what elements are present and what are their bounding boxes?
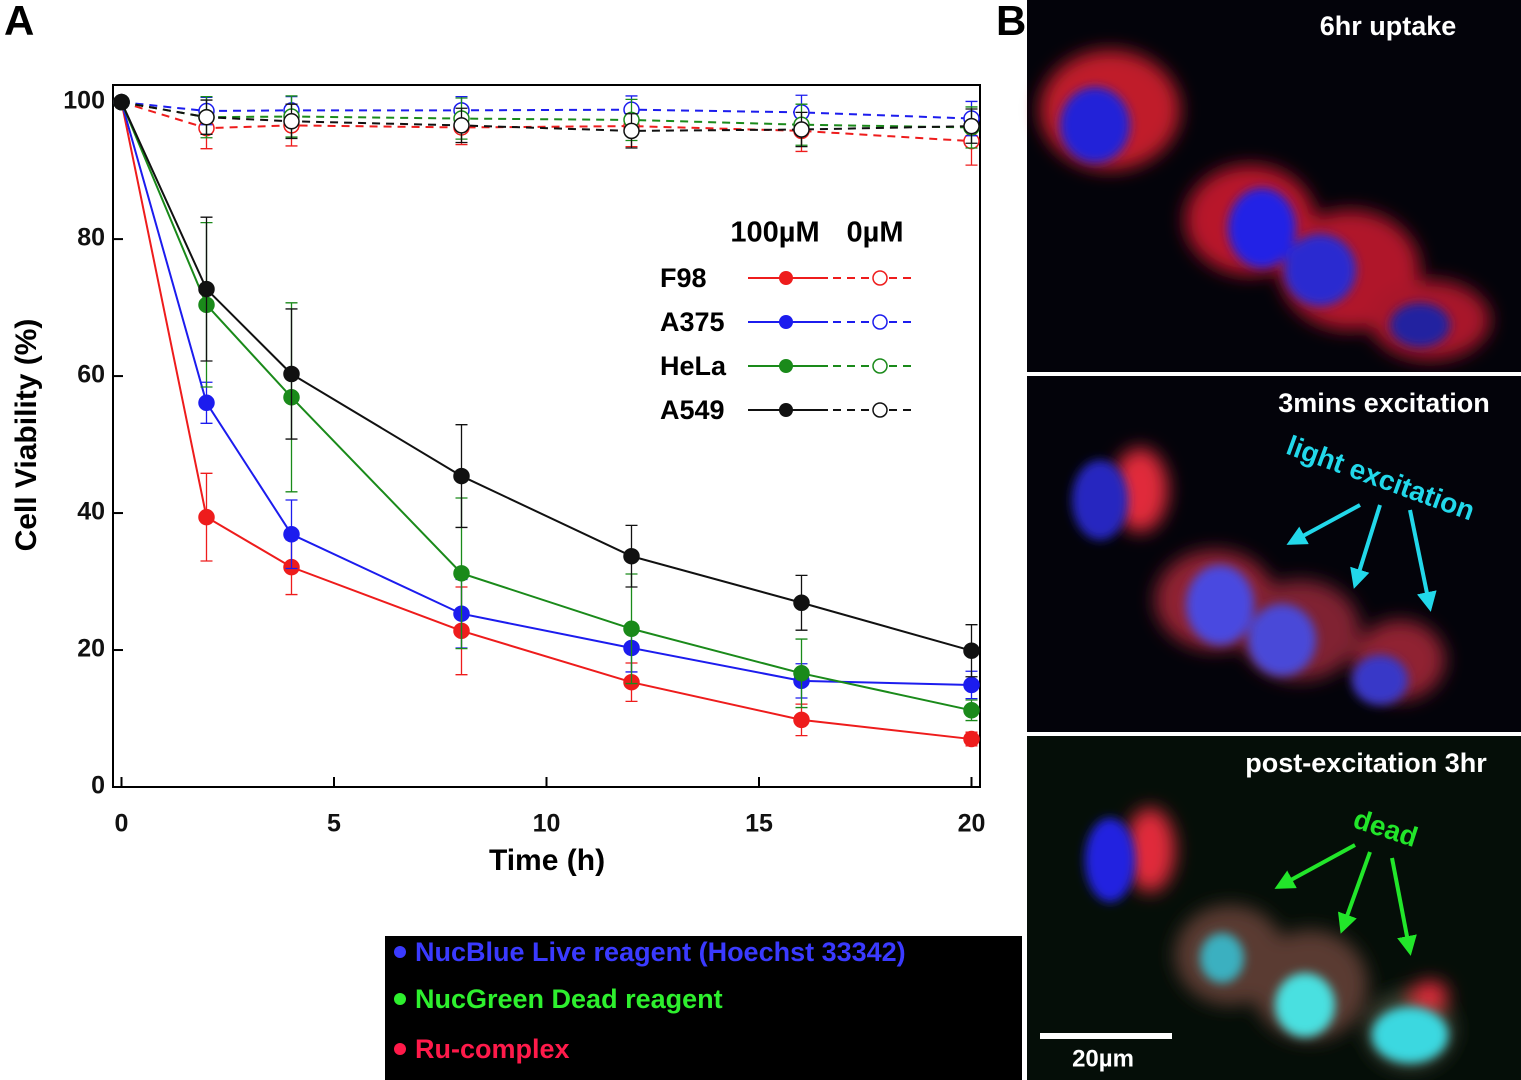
marker — [623, 122, 640, 140]
y-axis-title: Cell Viability (%) — [10, 319, 43, 552]
legend-header: 100µM — [730, 217, 819, 249]
scale-label: 20µm — [1072, 1045, 1134, 1072]
panel-label: B — [996, 0, 1026, 44]
legend-marker — [872, 358, 888, 374]
line — [120, 101, 972, 712]
marker — [453, 565, 470, 582]
control-line — [121, 101, 972, 143]
legend-marker — [779, 359, 793, 373]
stain-entry: NucBlue Live reagent (Hoechst 33342) — [415, 937, 906, 967]
marker — [963, 117, 980, 135]
micrograph: post-excitation 3hr dead 20µm — [1027, 736, 1521, 1080]
marker — [623, 620, 640, 638]
image-label: post-excitation 3hr — [1245, 748, 1487, 778]
marker — [963, 702, 980, 719]
legend-label: A549 — [660, 395, 725, 425]
x-tick-label: 15 — [745, 810, 773, 838]
legend-marker — [872, 314, 888, 330]
stain-entry: NucGreen Dead reagent — [415, 984, 723, 1014]
marker — [793, 594, 810, 612]
arrows — [1274, 843, 1417, 956]
legend-marker — [872, 270, 888, 286]
marker — [198, 394, 215, 412]
marker — [963, 642, 980, 659]
stain-legend: NucBlue Live reagent (Hoechst 33342) Nuc… — [385, 936, 1022, 1080]
marker — [453, 117, 470, 134]
marker — [623, 547, 640, 565]
marker — [793, 121, 810, 138]
legend-marker — [779, 315, 793, 329]
x-tick-label: 5 — [327, 810, 341, 838]
line — [120, 101, 972, 741]
marker — [198, 508, 215, 526]
plot: 0 20 40 60 80 100 0 5 10 15 20 Time (h) Cell Viabili… — [10, 84, 986, 877]
marker — [793, 711, 810, 729]
marker — [283, 526, 300, 543]
legend-label: A375 — [660, 307, 725, 337]
y-tick-label: 40 — [77, 498, 105, 526]
marker — [453, 467, 470, 485]
legend-header: 0µM — [847, 217, 904, 249]
image-label: 3mins excitation — [1278, 388, 1490, 418]
legend-label: F98 — [660, 263, 707, 293]
image-label: 6hr uptake — [1320, 11, 1457, 41]
marker — [198, 108, 215, 126]
control-line — [121, 101, 972, 129]
legend-label: HeLa — [660, 351, 727, 381]
panel-label: A — [4, 0, 34, 44]
arrows — [1286, 503, 1437, 612]
marker — [963, 676, 980, 694]
marker — [198, 280, 215, 298]
marker — [283, 365, 300, 383]
marker — [113, 93, 130, 111]
legend-marker — [779, 403, 793, 417]
marker — [963, 730, 980, 748]
x-axis-title: Time (h) — [489, 844, 605, 877]
y-tick-label: 20 — [77, 635, 105, 663]
marker — [283, 113, 300, 130]
micrograph: 3mins excitation light excitation — [1027, 376, 1521, 732]
line — [120, 101, 972, 686]
stain-entry: Ru-complex — [415, 1034, 570, 1064]
y-tick-label: 0 — [91, 772, 105, 800]
x-tick-label: 0 — [115, 810, 129, 838]
legend-marker — [872, 402, 888, 418]
x-tick-label: 10 — [533, 810, 561, 838]
line — [120, 101, 972, 652]
marker — [793, 665, 810, 682]
scale-bar — [1040, 1033, 1172, 1039]
y-tick-label: 100 — [63, 87, 105, 115]
legend-marker — [779, 271, 793, 285]
x-tick-label: 20 — [958, 810, 986, 838]
micrograph: 6hr uptake — [1027, 0, 1521, 372]
y-tick-label: 80 — [77, 224, 105, 252]
y-tick-label: 60 — [77, 361, 105, 389]
